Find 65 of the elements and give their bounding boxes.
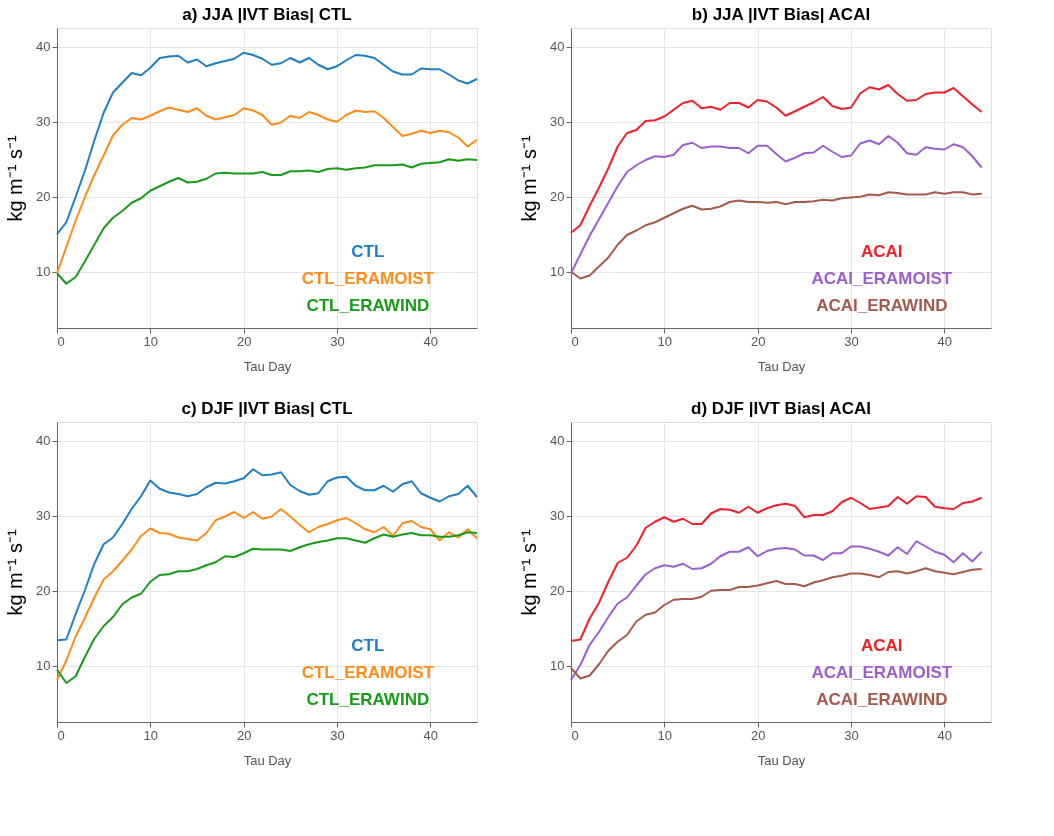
x-tick-label: 30 [844,727,859,743]
text: CTL_ERAWIND [306,690,430,709]
line-series [570,540,983,681]
y-tick-label: 30 [550,114,565,130]
x-tick-label: 20 [750,727,766,743]
x-tick-label: 10 [657,727,673,743]
x-tick-label: 10 [657,333,673,349]
x-tick-label: 0 [57,727,65,743]
line-series [56,158,478,285]
x-tick-label: 30 [844,333,859,349]
chart-title: b) JJA |IVT Bias| ACAI [691,5,871,24]
x-tick-label: 10 [143,333,159,349]
y-axis-title: kg m⁻¹ s⁻¹ [4,135,27,222]
text: ACAI_ERAWIND [816,296,948,315]
x-tick-label: 40 [423,333,439,349]
x-tick-label: 40 [937,727,953,743]
chart-title: c) DJF |IVT Bias| CTL [181,399,353,418]
x-axis-title: Tau Day [757,358,806,374]
text: CTL [351,636,385,655]
text: CTL [351,242,385,261]
x-tick-label: 20 [236,333,252,349]
x-tick-label: 30 [330,333,345,349]
x-tick-label: 20 [236,727,252,743]
x-axis-title: Tau Day [757,752,806,768]
text: ACAI [861,242,903,261]
x-tick-label: 30 [330,727,345,743]
text: ACAI_ERAMOIST [811,269,953,288]
line-series [570,567,983,680]
text: ACAI_ERAMOIST [811,663,953,682]
y-tick-label: 20 [36,583,51,599]
line-series [56,51,478,236]
x-tick-label: 0 [571,727,579,743]
y-axis-title: kg m⁻¹ s⁻¹ [4,529,27,616]
y-tick-label: 30 [36,508,51,524]
text: CTL_ERAMOIST [301,269,435,288]
x-tick-label: 0 [571,333,579,349]
y-tick-label: 40 [36,433,51,449]
y-axis-title: kg m⁻¹ s⁻¹ [518,135,541,222]
chart-title: a) JJA |IVT Bias| CTL [182,5,352,24]
y-tick-label: 20 [550,189,565,205]
y-tick-label: 20 [36,189,51,205]
chart-title: d) DJF |IVT Bias| ACAI [691,399,871,418]
x-tick-label: 0 [57,333,65,349]
x-tick-label: 40 [937,333,953,349]
x-tick-label: 10 [143,727,159,743]
y-tick-label: 10 [550,264,565,280]
x-axis-title: Tau Day [243,752,292,768]
y-tick-label: 20 [550,583,565,599]
y-tick-label: 40 [550,39,565,55]
y-tick-label: 40 [36,39,51,55]
y-axis-title: kg m⁻¹ s⁻¹ [518,529,541,616]
x-tick-label: 20 [750,333,766,349]
x-axis-title: Tau Day [243,358,292,374]
line-series [570,84,983,234]
y-tick-label: 10 [36,658,51,674]
y-tick-label: 10 [36,264,51,280]
text: ACAI_ERAWIND [816,690,948,709]
y-tick-label: 40 [550,433,565,449]
text: ACAI [861,636,903,655]
text: CTL_ERAMOIST [301,663,435,682]
y-tick-label: 30 [550,508,565,524]
y-tick-label: 10 [550,658,565,674]
text: CTL_ERAWIND [306,296,430,315]
y-tick-label: 30 [36,114,51,130]
x-tick-label: 40 [423,727,439,743]
